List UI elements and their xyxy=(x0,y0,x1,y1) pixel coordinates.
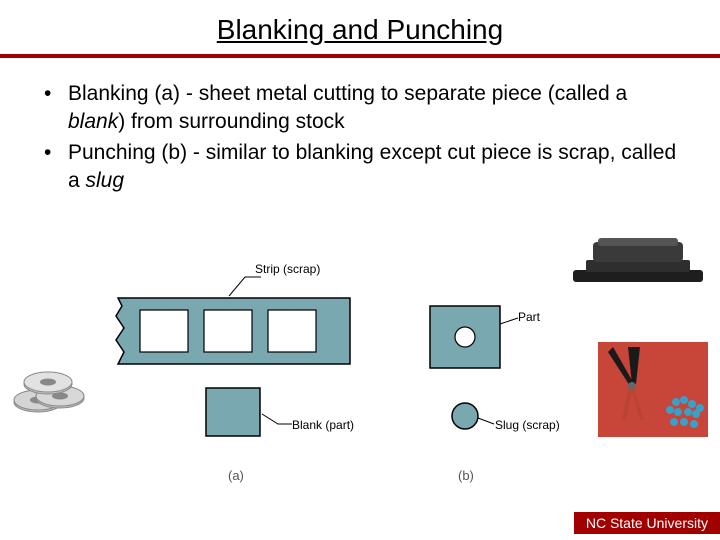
diagram-area: Strip (scrap) Blank (part) (a) Part Slug… xyxy=(0,250,720,505)
bullet-list: • Blanking (a) - sheet metal cutting to … xyxy=(0,58,720,195)
hole-punch-icon xyxy=(568,232,708,287)
page-title: Blanking and Punching xyxy=(0,0,720,54)
bullet-dot-icon: • xyxy=(40,80,68,137)
leader-line xyxy=(498,314,522,328)
caption-a: (a) xyxy=(228,468,244,483)
leader-line xyxy=(260,412,296,430)
bullet-item: • Blanking (a) - sheet metal cutting to … xyxy=(40,80,680,137)
bullet-text: Blanking (a) - sheet metal cutting to se… xyxy=(68,80,680,137)
label-blank: Blank (part) xyxy=(292,418,354,432)
bullet-text: Punching (b) - similar to blanking excep… xyxy=(68,139,680,196)
washers-icon xyxy=(10,360,90,420)
bullet-item: • Punching (b) - similar to blanking exc… xyxy=(40,139,680,196)
blanking-diagram xyxy=(110,280,360,470)
leader-line xyxy=(225,274,265,302)
caption-b: (b) xyxy=(458,468,474,483)
leader-line xyxy=(476,416,498,428)
footer-brand: NC State University xyxy=(574,512,720,534)
pliers-photo xyxy=(598,342,708,437)
label-slug: Slug (scrap) xyxy=(495,418,560,432)
bullet-dot-icon: • xyxy=(40,139,68,196)
